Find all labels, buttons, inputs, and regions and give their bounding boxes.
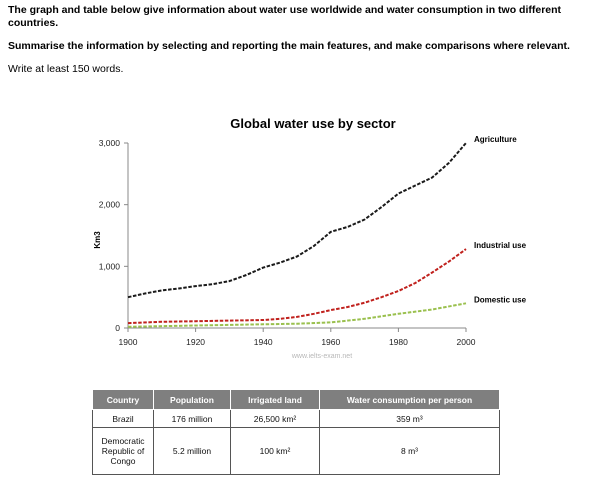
table-row: Democratic Republic of Congo 5.2 million… bbox=[92, 427, 500, 475]
series-line-industrial-use bbox=[127, 248, 467, 325]
x-tick-label: 1960 bbox=[321, 337, 340, 347]
water-consumption-table: Country Population Irrigated land Water … bbox=[92, 389, 500, 475]
x-tick-label: 1980 bbox=[389, 337, 408, 347]
prompt-task: Summarise the information by selecting a… bbox=[8, 40, 570, 52]
water-use-chart: Global water use by sector Km3 0 1,000 2,0… bbox=[93, 116, 527, 360]
col-header-water-consumption: Water consumption per person bbox=[319, 389, 500, 410]
y-tick-label: 1,000 bbox=[99, 261, 121, 271]
y-axis-label: Km3 bbox=[93, 231, 102, 249]
cell-country: Democratic Republic of Congo bbox=[92, 427, 154, 475]
table-header-row: Country Population Irrigated land Water … bbox=[92, 389, 500, 410]
series-label-domestic-use: Domestic use bbox=[474, 295, 527, 304]
series-labels: Agriculture Industrial use Domestic use bbox=[474, 135, 527, 304]
prompt-word-count: Write at least 150 words. bbox=[8, 63, 124, 75]
series-line-domestic-use bbox=[127, 302, 467, 328]
cell-water-consumption: 8 m³ bbox=[319, 427, 500, 475]
cell-irrigated-land: 26,500 km² bbox=[230, 409, 320, 428]
series-label-agriculture: Agriculture bbox=[474, 135, 517, 144]
cell-population: 5.2 million bbox=[153, 427, 231, 475]
y-tick-label: 0 bbox=[115, 323, 120, 333]
cell-country: Brazil bbox=[92, 409, 154, 428]
cell-irrigated-land: 100 km² bbox=[230, 427, 320, 475]
cell-water-consumption: 359 m³ bbox=[319, 409, 500, 428]
y-tick-label: 2,000 bbox=[99, 200, 121, 210]
series-lines bbox=[127, 142, 467, 328]
x-tick-label: 1920 bbox=[186, 337, 205, 347]
series-label-industrial-use: Industrial use bbox=[474, 241, 527, 250]
table-row: Brazil 176 million 26,500 km² 359 m³ bbox=[92, 409, 500, 428]
chart-title: Global water use by sector bbox=[230, 116, 395, 131]
watermark-text: www.ielts-exam.net bbox=[291, 353, 352, 360]
y-ticks: 0 1,000 2,000 3,000 bbox=[99, 138, 128, 333]
x-tick-label: 1900 bbox=[119, 337, 138, 347]
task-prompt: The graph and table below give informati… bbox=[8, 4, 583, 76]
cell-population: 176 million bbox=[153, 409, 231, 428]
x-tick-label: 2000 bbox=[457, 337, 476, 347]
prompt-instruction: The graph and table below give informati… bbox=[8, 4, 562, 29]
col-header-population: Population bbox=[153, 389, 231, 410]
col-header-irrigated-land: Irrigated land bbox=[230, 389, 320, 410]
x-tick-label: 1940 bbox=[254, 337, 273, 347]
col-header-country: Country bbox=[92, 389, 154, 410]
series-line-agriculture bbox=[127, 142, 467, 299]
y-tick-label: 3,000 bbox=[99, 138, 121, 148]
x-ticks: 1900 1920 1940 1960 1980 2000 bbox=[119, 328, 476, 347]
